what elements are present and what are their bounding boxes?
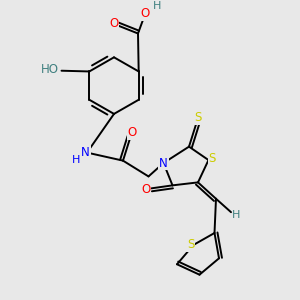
Text: S: S [187,238,194,251]
Text: S: S [194,111,202,124]
Text: O: O [140,7,149,20]
Text: H: H [232,209,241,220]
Text: HO: HO [40,63,58,76]
Text: H: H [71,155,80,165]
Text: O: O [142,183,151,196]
Text: N: N [81,146,90,159]
Text: N: N [159,157,168,169]
Text: H: H [153,1,162,11]
Text: O: O [128,126,136,139]
Text: S: S [208,152,216,165]
Text: O: O [110,16,118,30]
